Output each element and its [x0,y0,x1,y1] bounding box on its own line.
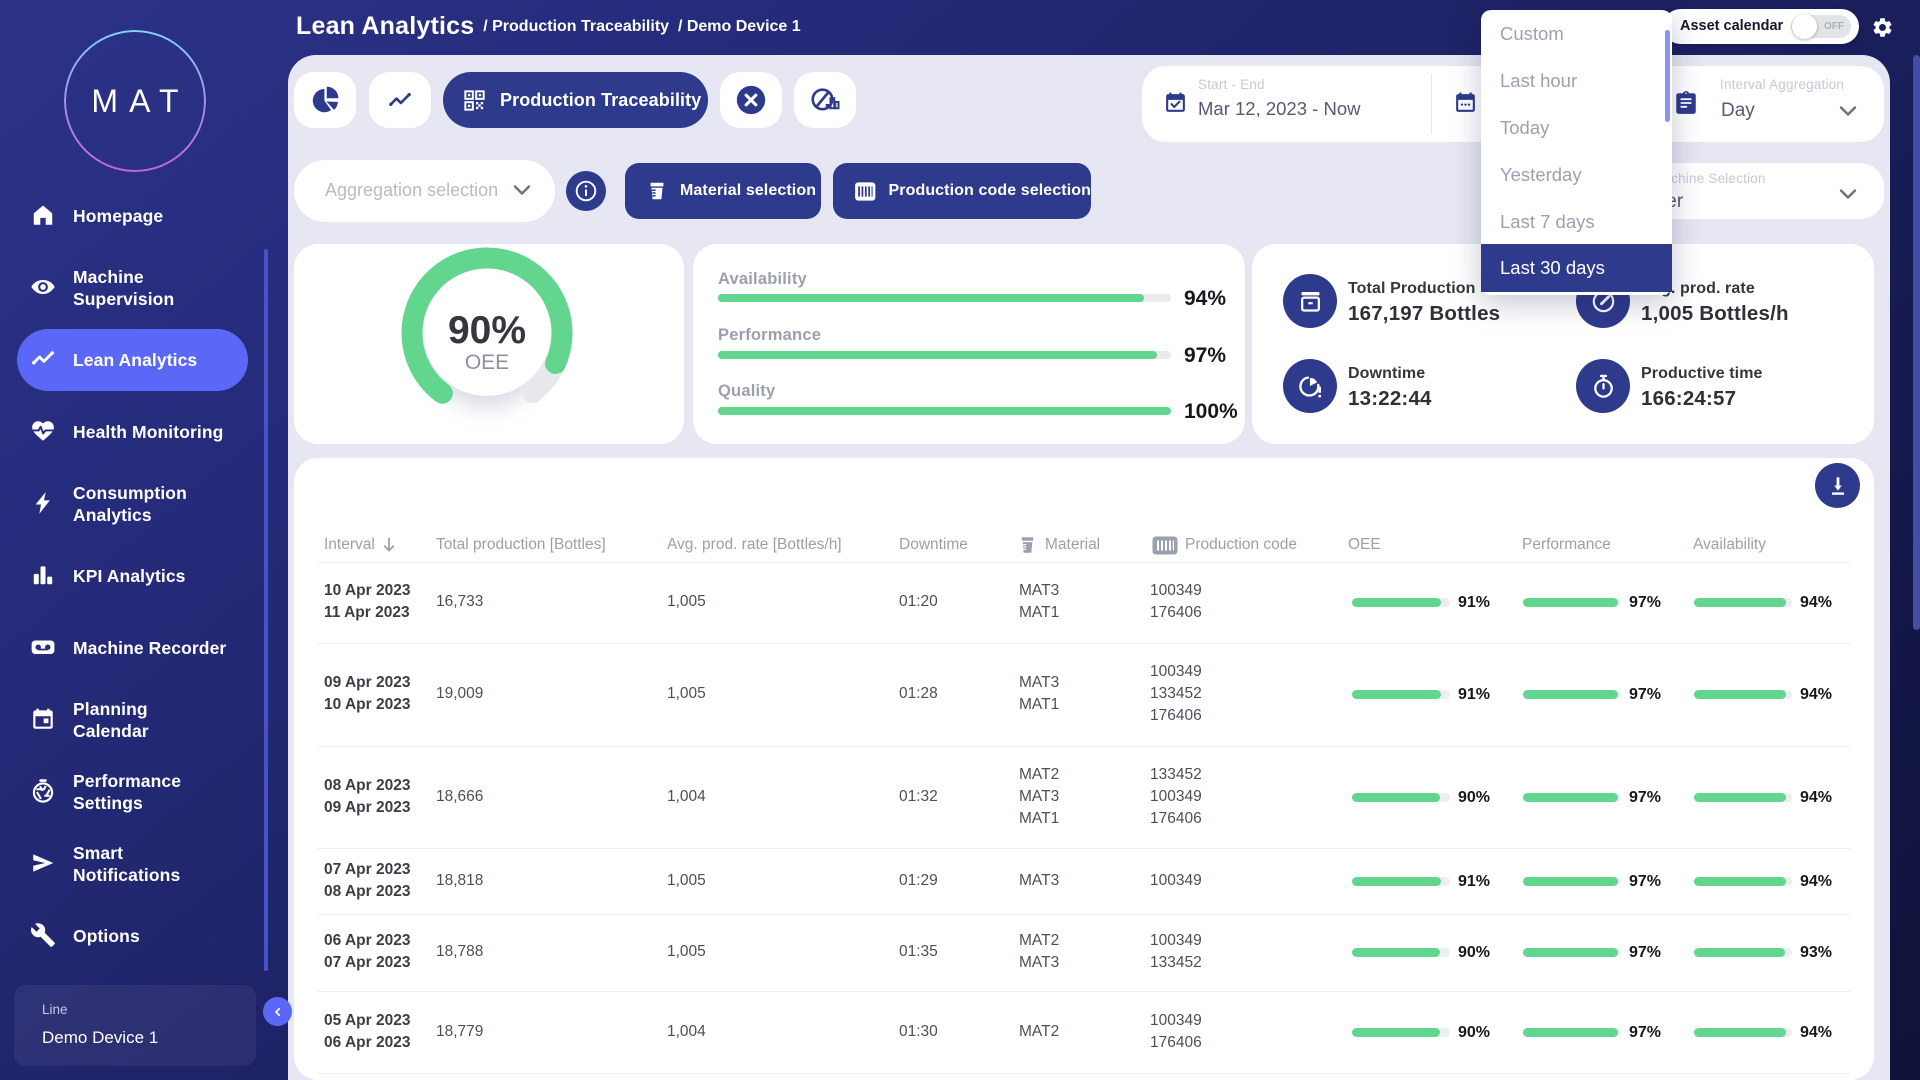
svg-text:OEE: OEE [465,351,509,374]
svg-text:90%: 90% [448,309,526,352]
